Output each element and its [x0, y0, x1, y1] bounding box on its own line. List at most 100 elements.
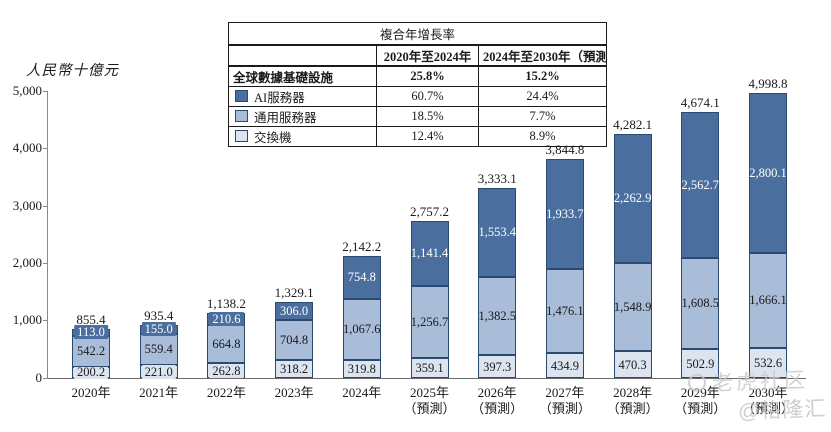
bar-segment-AI服務器: 1,141.4 — [410, 220, 449, 286]
segment-value-label: 502.9 — [686, 356, 715, 371]
bar-segment-交換機: 319.8 — [342, 359, 381, 378]
segment-value-label: 306.0 — [280, 303, 309, 318]
cagr-row-label: 交換機 — [254, 130, 292, 145]
bar-segment-AI服務器: 2,262.9 — [613, 133, 652, 263]
bar-total-label: 2,757.2 — [410, 203, 449, 219]
bar-total-label: 3,844.8 — [545, 141, 585, 157]
bar-segment-通用服務器: 704.8 — [275, 319, 314, 360]
bar-total-label: 4,998.8 — [748, 76, 788, 92]
y-tick-mark — [43, 263, 48, 264]
cagr-table-title-row: 複合年增長率 — [227, 22, 608, 46]
cagr-row-ai-servers: AI服務器 60.7% 24.4% — [228, 85, 608, 107]
y-tick-label: 1,000 — [12, 312, 42, 327]
segment-value-label: 319.8 — [347, 361, 376, 376]
bar-total-label: 935.4 — [144, 307, 174, 323]
bar-segment-通用服務器: 1,382.5 — [478, 276, 517, 356]
cagr-value: 12.4% — [376, 125, 479, 147]
cagr-table-title: 複合年增長率 — [227, 22, 608, 46]
ai-server-legend-swatch — [235, 90, 248, 102]
x-axis-label: 2024年 — [342, 385, 382, 400]
bar-segment-AI服務器: 1,553.4 — [478, 188, 517, 277]
y-tick-label: 2,000 — [12, 255, 42, 270]
x-axis-line — [44, 378, 806, 379]
cagr-row-label: 通用服務器 — [254, 110, 317, 125]
segment-value-label: 434.9 — [550, 358, 579, 373]
bar-segment-通用服務器: 1,256.7 — [410, 285, 449, 358]
segment-value-label: 359.1 — [415, 360, 444, 375]
segment-value-label: 542.2 — [76, 344, 106, 359]
segment-value-label: 559.4 — [144, 342, 173, 357]
bar-segment-AI服務器: 113.0 — [72, 325, 110, 340]
segment-value-label: 1,548.9 — [613, 300, 652, 315]
cagr-value: 8.9% — [477, 125, 608, 147]
bar-segment-交換機: 359.1 — [410, 357, 449, 378]
x-axis-label: 2028年 （預測） — [598, 385, 668, 417]
bar-segment-交換機: 221.0 — [139, 364, 178, 379]
x-axis-label-forecast: （預測） — [674, 401, 727, 416]
x-axis-label-forecast: （預測） — [741, 401, 794, 416]
bar-segment-通用服務器: 1,067.6 — [342, 298, 381, 360]
segment-value-label: 1,666.1 — [749, 293, 787, 308]
bar-segment-AI服務器: 1,933.7 — [545, 158, 584, 270]
bar-segment-AI服務器: 2,562.7 — [681, 111, 720, 258]
bar-total-label: 4,674.1 — [680, 94, 720, 110]
cagr-row-general-servers: 通用服務器 18.5% 7.7% — [228, 105, 608, 127]
bar-segment-AI服務器: 155.0 — [139, 322, 178, 337]
bar-segment-交換機: 200.2 — [72, 365, 110, 380]
switch-legend-swatch — [235, 130, 248, 142]
segment-value-label: 1,256.7 — [410, 314, 449, 329]
x-axis-label-forecast: （預測） — [606, 401, 659, 416]
x-axis-label-forecast: （預測） — [538, 401, 591, 416]
y-tick-label: 0 — [35, 370, 43, 385]
cagr-table: 複合年增長率 2020年至2024年 2024年至2030年（預測） 全球數據基… — [227, 22, 608, 147]
segment-value-label: 2,562.7 — [681, 177, 720, 192]
bar-segment-交換機: 532.6 — [749, 347, 787, 378]
bar-segment-交換機: 470.3 — [613, 351, 652, 378]
y-tick-label: 3,000 — [12, 198, 42, 213]
segment-value-label: 1,476.1 — [546, 304, 584, 319]
x-axis-label: 2020年 — [71, 385, 111, 400]
cagr-value: 60.7% — [376, 85, 479, 107]
bar-segment-交換機: 502.9 — [681, 349, 720, 378]
y-tick-label: 4,000 — [12, 140, 42, 155]
y-tick-label: 5,000 — [12, 83, 42, 98]
segment-value-label: 664.8 — [212, 337, 241, 352]
bar-segment-交換機: 434.9 — [545, 353, 584, 378]
cagr-value: 18.5% — [376, 105, 479, 127]
bar-total-label: 2,142.2 — [342, 238, 382, 254]
segment-value-label: 262.8 — [209, 363, 244, 378]
cagr-value: 7.7% — [477, 105, 608, 127]
segment-value-label: 1,608.5 — [681, 296, 720, 311]
cagr-row-label: AI服務器 — [254, 90, 305, 105]
segment-value-label: 532.6 — [753, 355, 783, 370]
x-axis-label: 2022年 — [206, 385, 246, 400]
bar-segment-交換機: 397.3 — [478, 355, 517, 378]
y-axis-unit-label: 人民幣十億元 — [26, 63, 119, 79]
segment-value-label: 470.3 — [618, 357, 647, 372]
segment-value-label: 113.0 — [74, 325, 108, 340]
segment-value-label: 1,067.6 — [343, 322, 381, 337]
segment-value-label: 1,933.7 — [546, 206, 584, 221]
segment-value-label: 221.0 — [141, 364, 176, 379]
x-axis-label: 2023年 — [274, 385, 314, 400]
bar-segment-通用服務器: 559.4 — [139, 333, 178, 366]
bar-segment-通用服務器: 664.8 — [207, 325, 246, 364]
cagr-value: 25.8% — [376, 65, 479, 87]
bar-segment-AI服務器: 210.6 — [207, 312, 246, 327]
bar-total-label: 855.4 — [76, 312, 106, 328]
y-tick-mark — [43, 320, 48, 321]
general-server-legend-swatch — [235, 110, 248, 122]
y-axis-line — [47, 91, 48, 378]
bar-segment-通用服務器: 1,548.9 — [613, 262, 652, 352]
cagr-value: 24.4% — [477, 85, 608, 107]
cagr-value: 15.2% — [477, 65, 608, 87]
segment-value-label: 2,800.1 — [749, 165, 787, 180]
segment-value-label: 155.0 — [141, 322, 176, 337]
segment-value-label: 318.2 — [280, 361, 309, 376]
cagr-header-blank — [228, 44, 377, 67]
x-axis-label: 2029年 （預測） — [665, 385, 735, 417]
y-tick-mark — [43, 148, 48, 149]
bar-total-label: 1,138.2 — [206, 296, 246, 312]
cagr-row-label: 全球數據基礎設施 — [228, 65, 377, 87]
